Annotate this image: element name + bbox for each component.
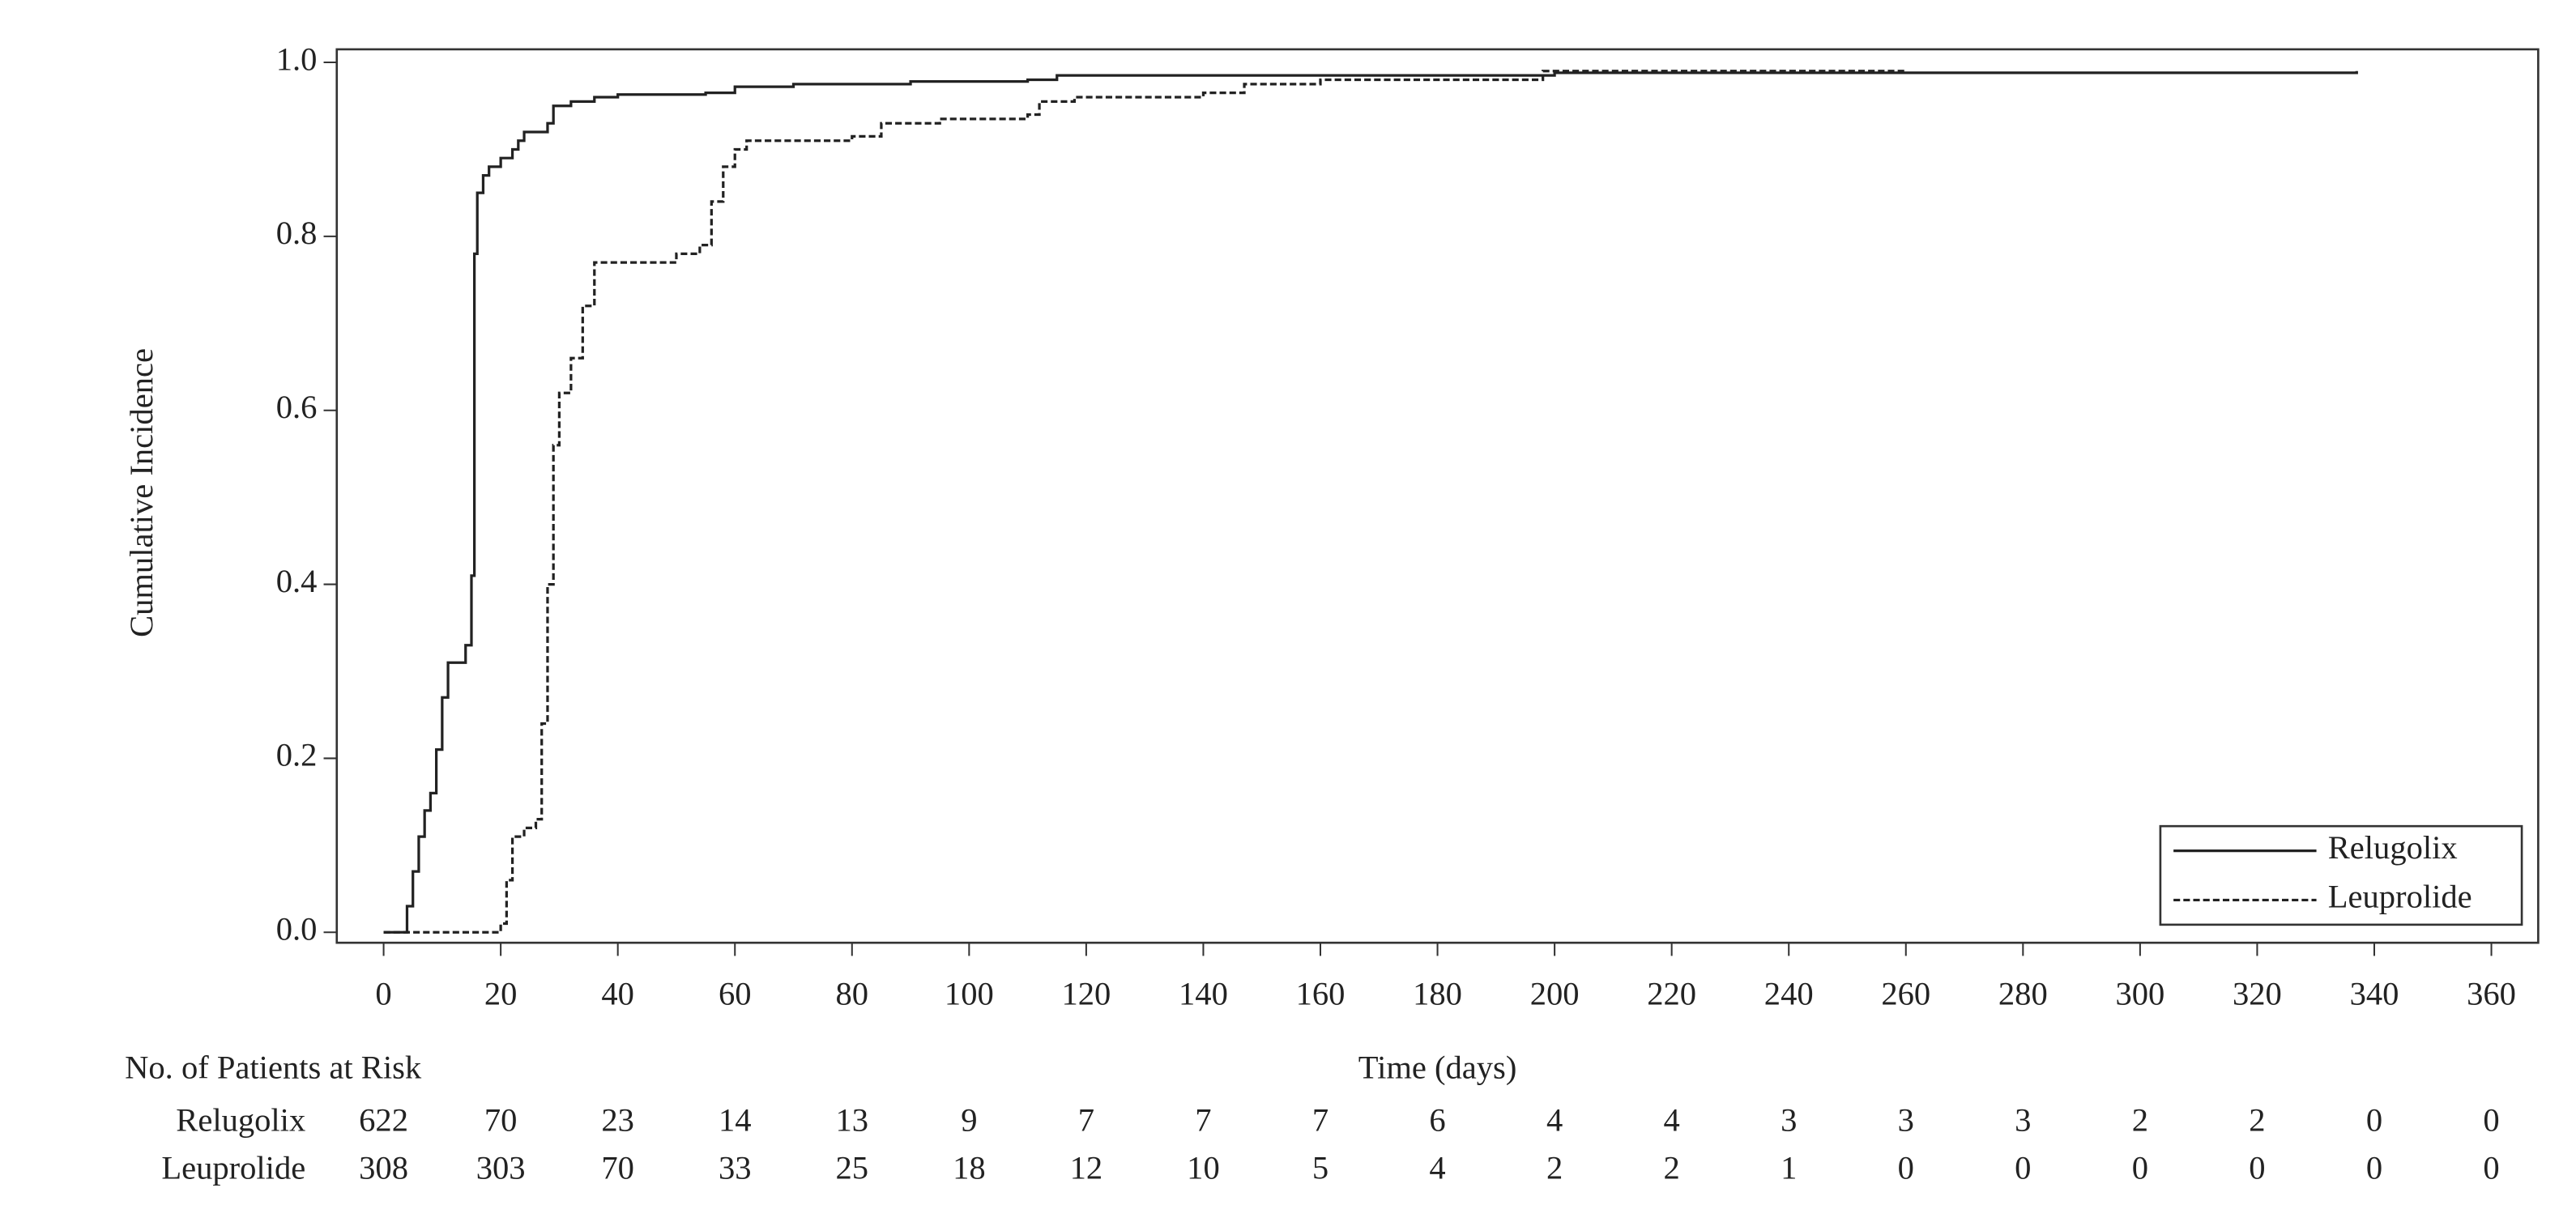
x-tick-label: 20: [484, 975, 518, 1011]
risk-count: 4: [1664, 1102, 1680, 1139]
risk-count: 18: [953, 1149, 986, 1186]
risk-count: 9: [961, 1102, 977, 1139]
risk-count: 14: [719, 1102, 752, 1139]
risk-count: 2: [2249, 1102, 2265, 1139]
x-tick-label: 260: [1881, 975, 1930, 1011]
risk-count: 0: [2015, 1149, 2031, 1186]
risk-table-title: No. of Patients at Risk: [125, 1050, 422, 1086]
y-tick-label: 0.6: [276, 389, 318, 425]
risk-row-label: Leuprolide: [161, 1149, 305, 1186]
legend-label: Leuprolide: [2328, 879, 2472, 915]
risk-count: 25: [836, 1149, 869, 1186]
y-axis-label: Cumulative Incidence: [123, 348, 160, 637]
x-tick-label: 160: [1296, 975, 1346, 1011]
risk-count: 0: [2366, 1102, 2382, 1139]
x-tick-label: 220: [1647, 975, 1696, 1011]
y-tick-label: 1.0: [276, 40, 318, 77]
y-tick-label: 0.0: [276, 911, 318, 947]
risk-count: 2: [1664, 1149, 1680, 1186]
risk-count: 4: [1546, 1102, 1563, 1139]
x-tick-label: 180: [1413, 975, 1462, 1011]
x-tick-label: 40: [601, 975, 634, 1011]
x-tick-label: 240: [1764, 975, 1814, 1011]
x-tick-label: 200: [1530, 975, 1580, 1011]
risk-count: 10: [1187, 1149, 1220, 1186]
y-tick-label: 0.4: [276, 563, 318, 599]
x-tick-label: 280: [1998, 975, 2048, 1011]
risk-count: 0: [2483, 1102, 2499, 1139]
x-tick-label: 100: [945, 975, 994, 1011]
risk-count: 622: [359, 1102, 408, 1139]
risk-count: 4: [1429, 1149, 1445, 1186]
x-tick-label: 300: [2115, 975, 2164, 1011]
y-tick-label: 0.2: [276, 737, 318, 773]
x-tick-label: 360: [2467, 975, 2516, 1011]
risk-count: 7: [1195, 1102, 1211, 1139]
risk-count: 0: [2366, 1149, 2382, 1186]
legend-label: Relugolix: [2328, 829, 2458, 866]
survival-line: [383, 70, 2358, 934]
risk-count: 3: [1781, 1102, 1797, 1139]
risk-count: 23: [601, 1102, 634, 1139]
x-tick-label: 120: [1061, 975, 1111, 1011]
risk-count: 12: [1070, 1149, 1103, 1186]
risk-row-label: Relugolix: [176, 1102, 305, 1139]
risk-count: 308: [359, 1149, 408, 1186]
survival-line: [383, 70, 1906, 934]
y-tick-label: 0.8: [276, 215, 318, 251]
risk-count: 7: [1078, 1102, 1094, 1139]
risk-count: 2: [2132, 1102, 2148, 1139]
x-tick-label: 340: [2350, 975, 2399, 1011]
x-tick-label: 320: [2233, 975, 2282, 1011]
x-tick-label: 60: [719, 975, 752, 1011]
risk-count: 7: [1312, 1102, 1329, 1139]
risk-count: 2: [1546, 1149, 1563, 1186]
risk-count: 0: [2132, 1149, 2148, 1186]
legend-frame: [2159, 824, 2523, 926]
risk-count: 33: [719, 1149, 752, 1186]
risk-count: 3: [2015, 1102, 2031, 1139]
risk-count: 0: [1898, 1149, 1914, 1186]
risk-count: 0: [2249, 1149, 2265, 1186]
x-tick-label: 80: [836, 975, 869, 1011]
risk-count: 6: [1429, 1102, 1445, 1139]
x-tick-label: 0: [375, 975, 391, 1011]
risk-count: 13: [836, 1102, 869, 1139]
risk-count: 70: [484, 1102, 518, 1139]
risk-count: 3: [1898, 1102, 1914, 1139]
x-tick-label: 140: [1179, 975, 1228, 1011]
x-axis-label: Time (days): [1358, 1050, 1517, 1086]
risk-count: 0: [2483, 1149, 2499, 1186]
risk-count: 303: [476, 1149, 526, 1186]
risk-count: 5: [1312, 1149, 1329, 1186]
plot-frame: [335, 48, 2540, 944]
risk-count: 70: [601, 1149, 634, 1186]
risk-count: 1: [1781, 1149, 1797, 1186]
